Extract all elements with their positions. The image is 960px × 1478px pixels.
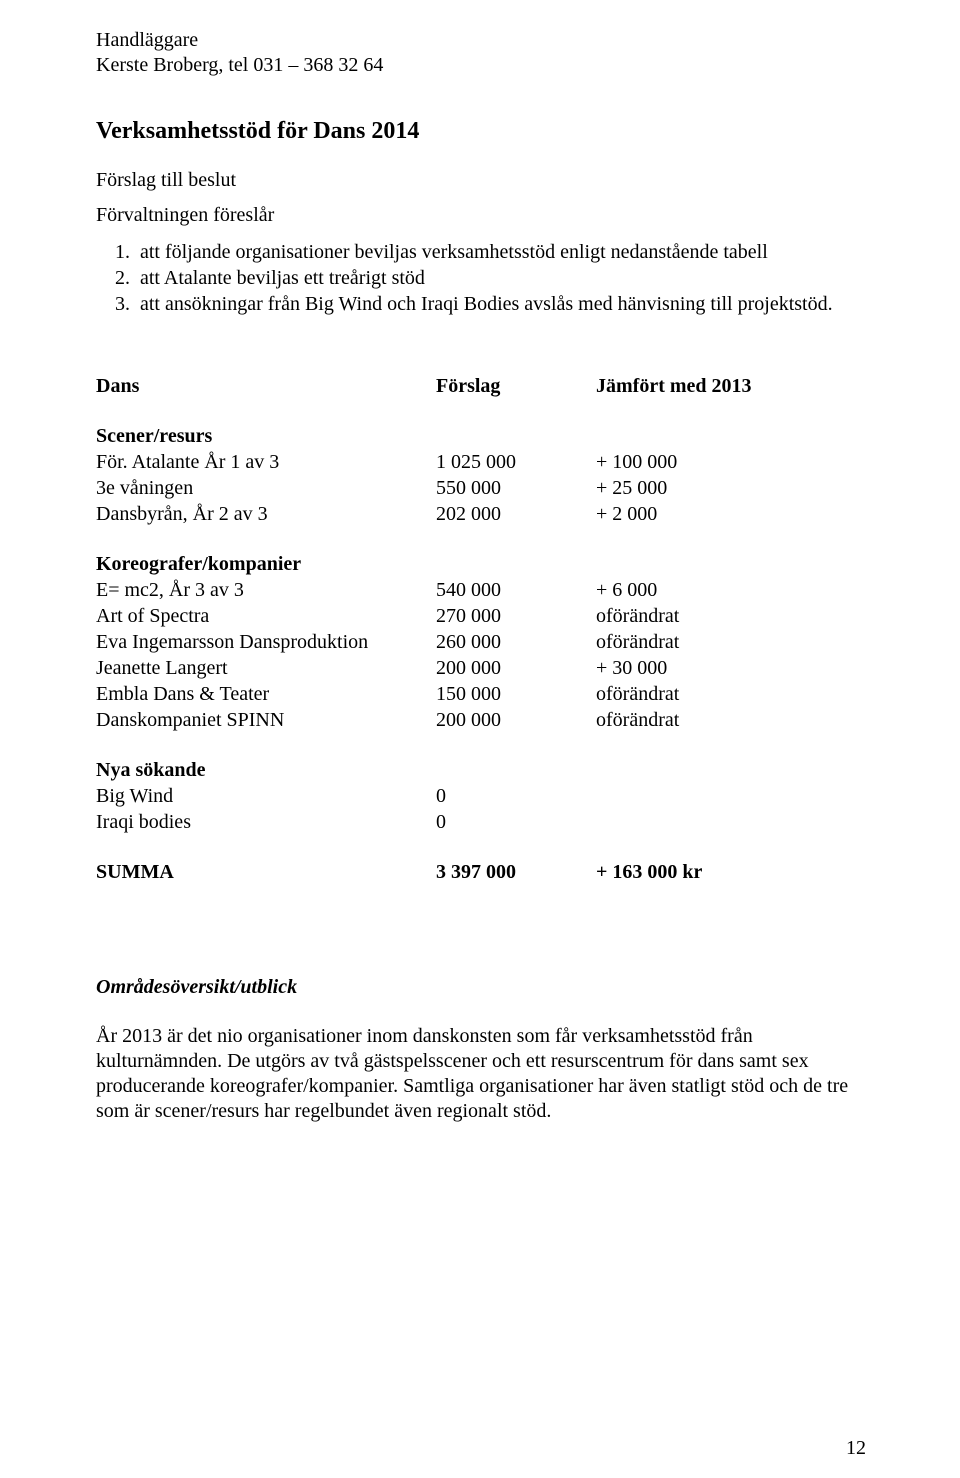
page-title: Verksamhetsstöd för Dans 2014: [96, 118, 870, 145]
row-name: Big Wind: [96, 783, 436, 809]
row-amount: 1 025 000: [436, 449, 596, 475]
funding-table: Dans Förslag Jämfört med 2013 Scener/res…: [96, 373, 870, 885]
overview-paragraph: År 2013 är det nio organisationer inom d…: [96, 1024, 870, 1124]
row-amount: 540 000: [436, 577, 596, 603]
proposal-item-text: att Atalante beviljas ett treårigt stöd: [140, 265, 870, 291]
col-compare: Jämfört med 2013: [596, 373, 870, 399]
row-name: För. Atalante År 1 av 3: [96, 449, 436, 475]
sum-label: SUMMA: [96, 859, 436, 885]
proposal-item-number: 2.: [96, 265, 140, 291]
sum-change: + 163 000 kr: [596, 859, 870, 885]
row-change: [596, 809, 870, 835]
row-amount: 260 000: [436, 629, 596, 655]
proposal-item-text: att ansökningar från Big Wind och Iraqi …: [140, 291, 870, 317]
col-area: Dans: [96, 373, 436, 399]
table-row: Embla Dans & Teater 150 000 oförändrat: [96, 681, 870, 707]
handler-label: Handläggare: [96, 28, 870, 53]
handler-line: Kerste Broberg, tel 031 – 368 32 64: [96, 53, 870, 78]
proposal-item-number: 1.: [96, 239, 140, 265]
row-change: oförändrat: [596, 603, 870, 629]
row-name: Art of Spectra: [96, 603, 436, 629]
table-row: Big Wind 0: [96, 783, 870, 809]
row-name: Eva Ingemarsson Dansproduktion: [96, 629, 436, 655]
proposal-item-number: 3.: [96, 291, 140, 317]
row-amount: 200 000: [436, 707, 596, 733]
section-heading: Scener/resurs: [96, 423, 436, 449]
row-change: oförändrat: [596, 681, 870, 707]
table-row: Iraqi bodies 0: [96, 809, 870, 835]
table-row: Eva Ingemarsson Dansproduktion 260 000 o…: [96, 629, 870, 655]
section-heading-row: Nya sökande: [96, 757, 870, 783]
row-amount: 150 000: [436, 681, 596, 707]
proposal-item-text: att följande organisationer beviljas ver…: [140, 239, 870, 265]
table-row: Dansbyrån, År 2 av 3 202 000 + 2 000: [96, 501, 870, 527]
row-change: + 25 000: [596, 475, 870, 501]
table-row: För. Atalante År 1 av 3 1 025 000 + 100 …: [96, 449, 870, 475]
page-number: 12: [846, 1437, 866, 1460]
row-amount: 550 000: [436, 475, 596, 501]
table-row: Danskompaniet SPINN 200 000 oförändrat: [96, 707, 870, 733]
row-name: Jeanette Langert: [96, 655, 436, 681]
table-row: 3e våningen 550 000 + 25 000: [96, 475, 870, 501]
section-heading: Koreografer/kompanier: [96, 551, 436, 577]
row-name: Danskompaniet SPINN: [96, 707, 436, 733]
row-name: 3e våningen: [96, 475, 436, 501]
row-change: + 6 000: [596, 577, 870, 603]
row-change: + 30 000: [596, 655, 870, 681]
row-change: oförändrat: [596, 707, 870, 733]
table-row: E= mc2, År 3 av 3 540 000 + 6 000: [96, 577, 870, 603]
row-name: Dansbyrån, År 2 av 3: [96, 501, 436, 527]
row-amount: 202 000: [436, 501, 596, 527]
section-heading-row: Scener/resurs: [96, 423, 870, 449]
overview-heading: Områdesöversikt/utblick: [96, 975, 870, 1000]
row-name: Iraqi bodies: [96, 809, 436, 835]
col-proposal: Förslag: [436, 373, 596, 399]
section-heading: Nya sökande: [96, 757, 436, 783]
row-name: E= mc2, År 3 av 3: [96, 577, 436, 603]
proposal-heading: Förslag till beslut: [96, 169, 870, 192]
sum-amount: 3 397 000: [436, 859, 596, 885]
row-name: Embla Dans & Teater: [96, 681, 436, 707]
table-header-row: Dans Förslag Jämfört med 2013: [96, 373, 870, 399]
row-change: [596, 783, 870, 809]
section-heading-row: Koreografer/kompanier: [96, 551, 870, 577]
proposal-item: 1. att följande organisationer beviljas …: [96, 239, 870, 265]
row-amount: 0: [436, 783, 596, 809]
proposal-intro: Förvaltningen föreslår: [96, 204, 870, 227]
row-change: + 2 000: [596, 501, 870, 527]
proposal-item: 2. att Atalante beviljas ett treårigt st…: [96, 265, 870, 291]
row-change: oförändrat: [596, 629, 870, 655]
row-change: + 100 000: [596, 449, 870, 475]
sum-row: SUMMA 3 397 000 + 163 000 kr: [96, 859, 870, 885]
row-amount: 0: [436, 809, 596, 835]
table-row: Art of Spectra 270 000 oförändrat: [96, 603, 870, 629]
proposal-item: 3. att ansökningar från Big Wind och Ira…: [96, 291, 870, 317]
row-amount: 270 000: [436, 603, 596, 629]
row-amount: 200 000: [436, 655, 596, 681]
document-page: Handläggare Kerste Broberg, tel 031 – 36…: [0, 0, 960, 1478]
table-row: Jeanette Langert 200 000 + 30 000: [96, 655, 870, 681]
